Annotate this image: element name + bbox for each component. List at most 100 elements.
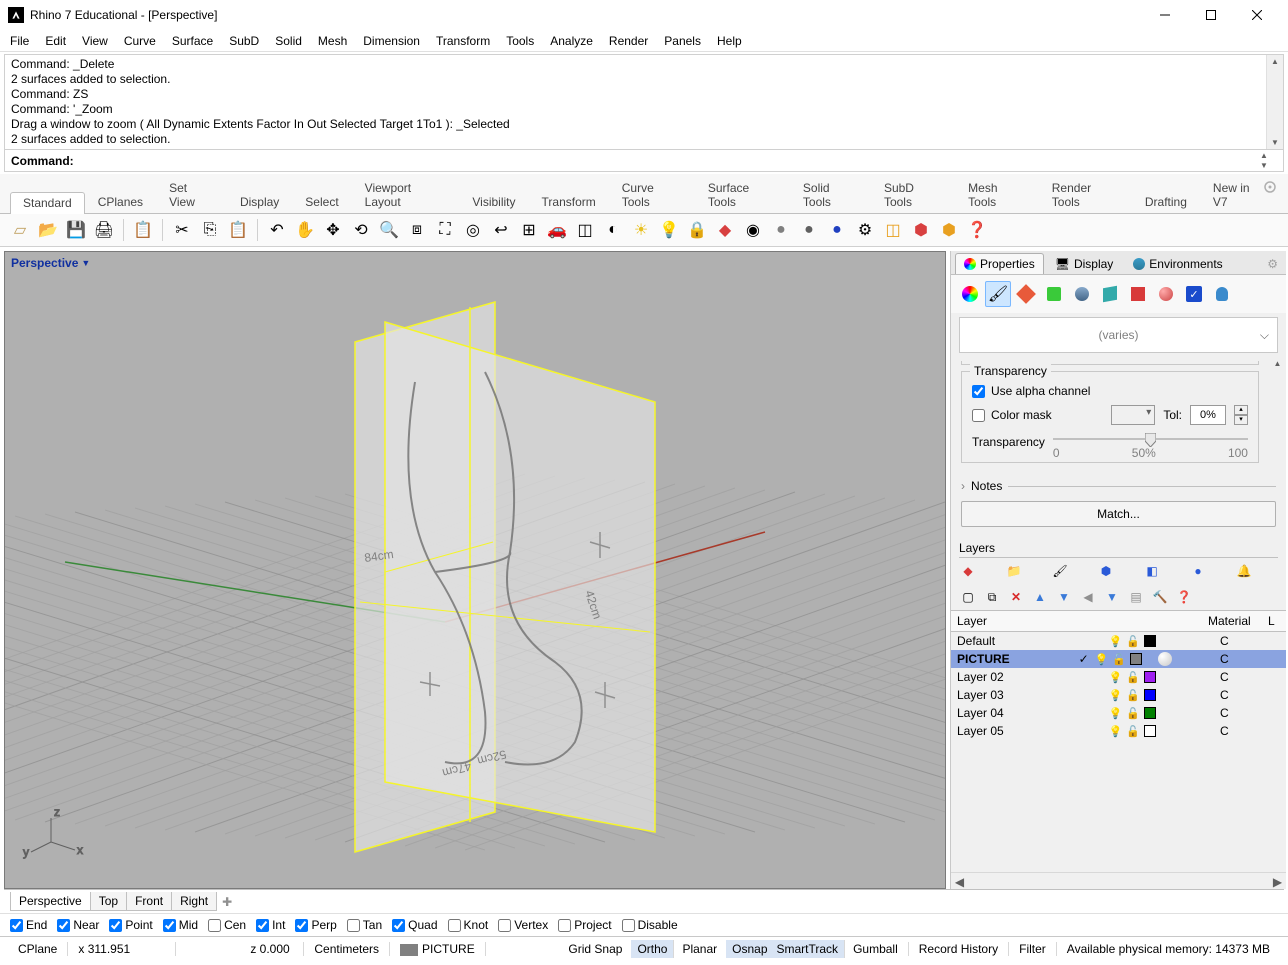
undo-icon[interactable]: ↶	[265, 218, 289, 242]
toolbar-tab-mesh-tools[interactable]: Mesh Tools	[955, 177, 1039, 213]
view-tab-top[interactable]: Top	[90, 892, 127, 911]
viewport[interactable]: 84cm42cm47cm52cmzxy	[5, 252, 945, 888]
cmd-spin-up[interactable]: ▲	[1260, 151, 1277, 160]
layer-box-icon[interactable]: ◆	[959, 562, 977, 580]
status-units[interactable]: Centimeters	[304, 942, 390, 956]
new-layer-icon[interactable]: ▢	[959, 588, 977, 606]
menu-solid[interactable]: Solid	[275, 34, 302, 48]
viewport-dropdown-icon[interactable]: ▼	[81, 258, 90, 268]
toolbar-tab-solid-tools[interactable]: Solid Tools	[790, 177, 871, 213]
toolbar-tab-drafting[interactable]: Drafting	[1132, 191, 1200, 213]
view-tab-right[interactable]: Right	[171, 892, 217, 911]
paste-icon[interactable]: 📋	[226, 218, 250, 242]
filter-icon[interactable]: ▼	[1103, 588, 1121, 606]
cplane-icon[interactable]: ◫	[573, 218, 597, 242]
new-sublayer-icon[interactable]: ⧉	[983, 588, 1001, 606]
notes-section[interactable]: › Notes	[961, 479, 1276, 493]
copy-icon[interactable]: ⎘	[198, 218, 222, 242]
layer-row[interactable]: PICTURE✓💡🔓C	[951, 650, 1286, 668]
layer-brush-icon[interactable]: 🖌	[1051, 562, 1069, 580]
toolbar-tab-transform[interactable]: Transform	[529, 191, 609, 213]
menu-view[interactable]: View	[82, 34, 108, 48]
rotate-icon[interactable]: ⟲	[349, 218, 373, 242]
open-icon[interactable]: 📂	[36, 218, 60, 242]
osnap-quad[interactable]: Quad	[392, 918, 437, 932]
osnap-point[interactable]: Point	[109, 918, 152, 932]
prop-sphere-icon[interactable]	[1153, 281, 1179, 307]
print-icon[interactable]: 🖨	[92, 218, 116, 242]
toolbar-tab-subd-tools[interactable]: SubD Tools	[871, 177, 955, 213]
mask-checkbox-row[interactable]: Color mask	[972, 408, 1052, 422]
menu-curve[interactable]: Curve	[124, 34, 156, 48]
new-icon[interactable]: ▱	[8, 218, 32, 242]
command-input[interactable]	[78, 154, 1260, 168]
help-icon[interactable]: ❓	[1175, 588, 1193, 606]
osnap-vertex[interactable]: Vertex	[498, 918, 548, 932]
osnap-tan[interactable]: Tan	[347, 918, 382, 932]
status-osnap[interactable]: Osnap	[726, 940, 774, 958]
save-icon[interactable]: 💾	[64, 218, 88, 242]
alpha-checkbox[interactable]	[972, 385, 985, 398]
layer-folder-icon[interactable]: 📁	[1005, 562, 1023, 580]
l3-icon[interactable]: ⬢	[937, 218, 961, 242]
toolbar-tab-display[interactable]: Display	[227, 191, 292, 213]
status-filter[interactable]: Filter	[1009, 942, 1057, 956]
tol-spinner[interactable]: ▴▾	[1234, 405, 1248, 425]
menu-surface[interactable]: Surface	[172, 34, 213, 48]
light-icon[interactable]: 💡	[657, 218, 681, 242]
mask-color-picker[interactable]	[1111, 405, 1155, 425]
panel-scrollbar[interactable]: ▲	[1269, 357, 1286, 469]
render-s-icon[interactable]: ●	[769, 218, 793, 242]
prop-red-icon[interactable]	[1125, 281, 1151, 307]
transparency-slider[interactable]: 0 50% 100	[1053, 432, 1248, 452]
minimize-button[interactable]	[1142, 0, 1188, 30]
menu-dimension[interactable]: Dimension	[363, 34, 420, 48]
redo-icon[interactable]: ✋	[293, 218, 317, 242]
render-icon[interactable]: ●	[825, 218, 849, 242]
menu-panels[interactable]: Panels	[664, 34, 701, 48]
layers-hscroll[interactable]: ◀▶	[951, 872, 1286, 889]
sun-icon[interactable]: ☀	[629, 218, 653, 242]
menu-subd[interactable]: SubD	[229, 34, 259, 48]
menu-edit[interactable]: Edit	[45, 34, 66, 48]
add-view-tab[interactable]: ✚	[216, 893, 238, 911]
layer-row[interactable]: Layer 03💡🔓C	[951, 686, 1286, 704]
toolbar-tab-viewport-layout[interactable]: Viewport Layout	[352, 177, 460, 213]
toolbar-tab-cplanes[interactable]: CPlanes	[85, 191, 156, 213]
panel-options-icon[interactable]: ⚙	[1263, 257, 1282, 271]
view-tab-perspective[interactable]: Perspective	[10, 892, 91, 911]
menu-transform[interactable]: Transform	[436, 34, 490, 48]
maximize-button[interactable]	[1188, 0, 1234, 30]
wheel-icon[interactable]: ◉	[741, 218, 765, 242]
layers-icon[interactable]: ◆	[713, 218, 737, 242]
view-tab-front[interactable]: Front	[126, 892, 172, 911]
prop-object-icon[interactable]	[957, 281, 983, 307]
layer-tool-icon[interactable]: ▤	[1127, 588, 1145, 606]
l2-icon[interactable]: ⬢	[909, 218, 933, 242]
alpha-checkbox-row[interactable]: Use alpha channel	[972, 384, 1248, 398]
status-planar[interactable]: Planar	[672, 942, 728, 956]
mask-checkbox[interactable]	[972, 409, 985, 422]
layer-globe-icon[interactable]: ●	[1189, 562, 1207, 580]
help-icon[interactable]: ❓	[965, 218, 989, 242]
status-smarttrack[interactable]: SmartTrack	[771, 940, 846, 958]
prop-box-icon[interactable]	[1097, 281, 1123, 307]
named-icon[interactable]: ◐	[601, 218, 625, 242]
menu-render[interactable]: Render	[609, 34, 648, 48]
layer-row[interactable]: Layer 04💡🔓C	[951, 704, 1286, 722]
toolbar-tab-curve-tools[interactable]: Curve Tools	[609, 177, 695, 213]
prop-cyl-icon[interactable]	[1209, 281, 1235, 307]
prop-check-icon[interactable]: ✓	[1181, 281, 1207, 307]
prop-material-icon[interactable]: 🖌	[985, 281, 1011, 307]
close-button[interactable]	[1234, 0, 1280, 30]
prop-texture-icon[interactable]	[1013, 281, 1039, 307]
viewport-label[interactable]: Perspective ▼	[11, 256, 90, 270]
pan-icon[interactable]: ✥	[321, 218, 345, 242]
tab-environments[interactable]: Environments	[1124, 253, 1231, 274]
osnap-near[interactable]: Near	[57, 918, 99, 932]
prop-render-icon[interactable]	[1069, 281, 1095, 307]
status-gridsnap[interactable]: Grid Snap	[558, 942, 633, 956]
menu-analyze[interactable]: Analyze	[550, 34, 593, 48]
status-gumball[interactable]: Gumball	[843, 942, 909, 956]
layer-square-icon[interactable]: ◧	[1143, 562, 1161, 580]
